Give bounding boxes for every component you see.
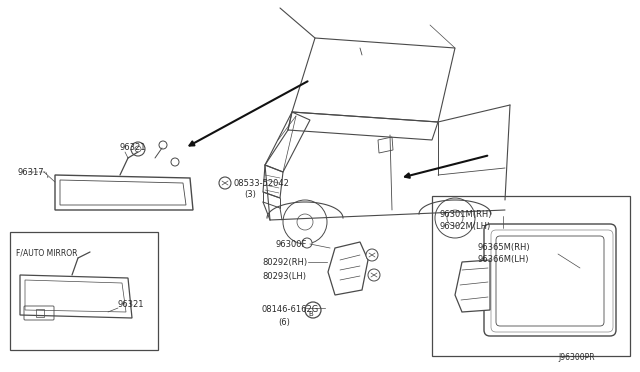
Text: 96321: 96321 (120, 143, 147, 152)
Polygon shape (328, 242, 368, 295)
Circle shape (435, 198, 475, 238)
Text: F/AUTO MIRROR: F/AUTO MIRROR (16, 248, 77, 257)
FancyBboxPatch shape (484, 224, 616, 336)
Circle shape (447, 210, 463, 226)
Text: 96302M(LH): 96302M(LH) (440, 222, 492, 231)
Circle shape (171, 158, 179, 166)
Circle shape (283, 200, 327, 244)
Polygon shape (20, 275, 132, 318)
Bar (36, 309, 44, 317)
Circle shape (131, 142, 145, 156)
Polygon shape (455, 260, 490, 312)
Text: 08146-6162G: 08146-6162G (262, 305, 319, 314)
Text: 96321: 96321 (118, 300, 145, 309)
Text: 80293(LH): 80293(LH) (262, 272, 306, 281)
Text: 80292(RH): 80292(RH) (262, 258, 307, 267)
Circle shape (297, 214, 313, 230)
Circle shape (159, 141, 167, 149)
Text: B: B (308, 311, 314, 317)
Circle shape (219, 177, 231, 189)
Text: 96366M(LH): 96366M(LH) (478, 255, 529, 264)
Text: 96300F: 96300F (275, 240, 307, 249)
Circle shape (302, 238, 312, 248)
Text: (3): (3) (244, 190, 256, 199)
Polygon shape (55, 175, 193, 210)
Circle shape (366, 249, 378, 261)
Text: 96365M(RH): 96365M(RH) (478, 243, 531, 252)
Text: 08533-52042: 08533-52042 (234, 179, 290, 188)
Text: 96301M(RH): 96301M(RH) (440, 210, 493, 219)
Text: 96317: 96317 (18, 168, 45, 177)
Circle shape (135, 146, 141, 152)
Circle shape (368, 269, 380, 281)
Text: (6): (6) (278, 318, 290, 327)
Circle shape (305, 302, 321, 318)
Text: J96300PR: J96300PR (558, 353, 595, 362)
